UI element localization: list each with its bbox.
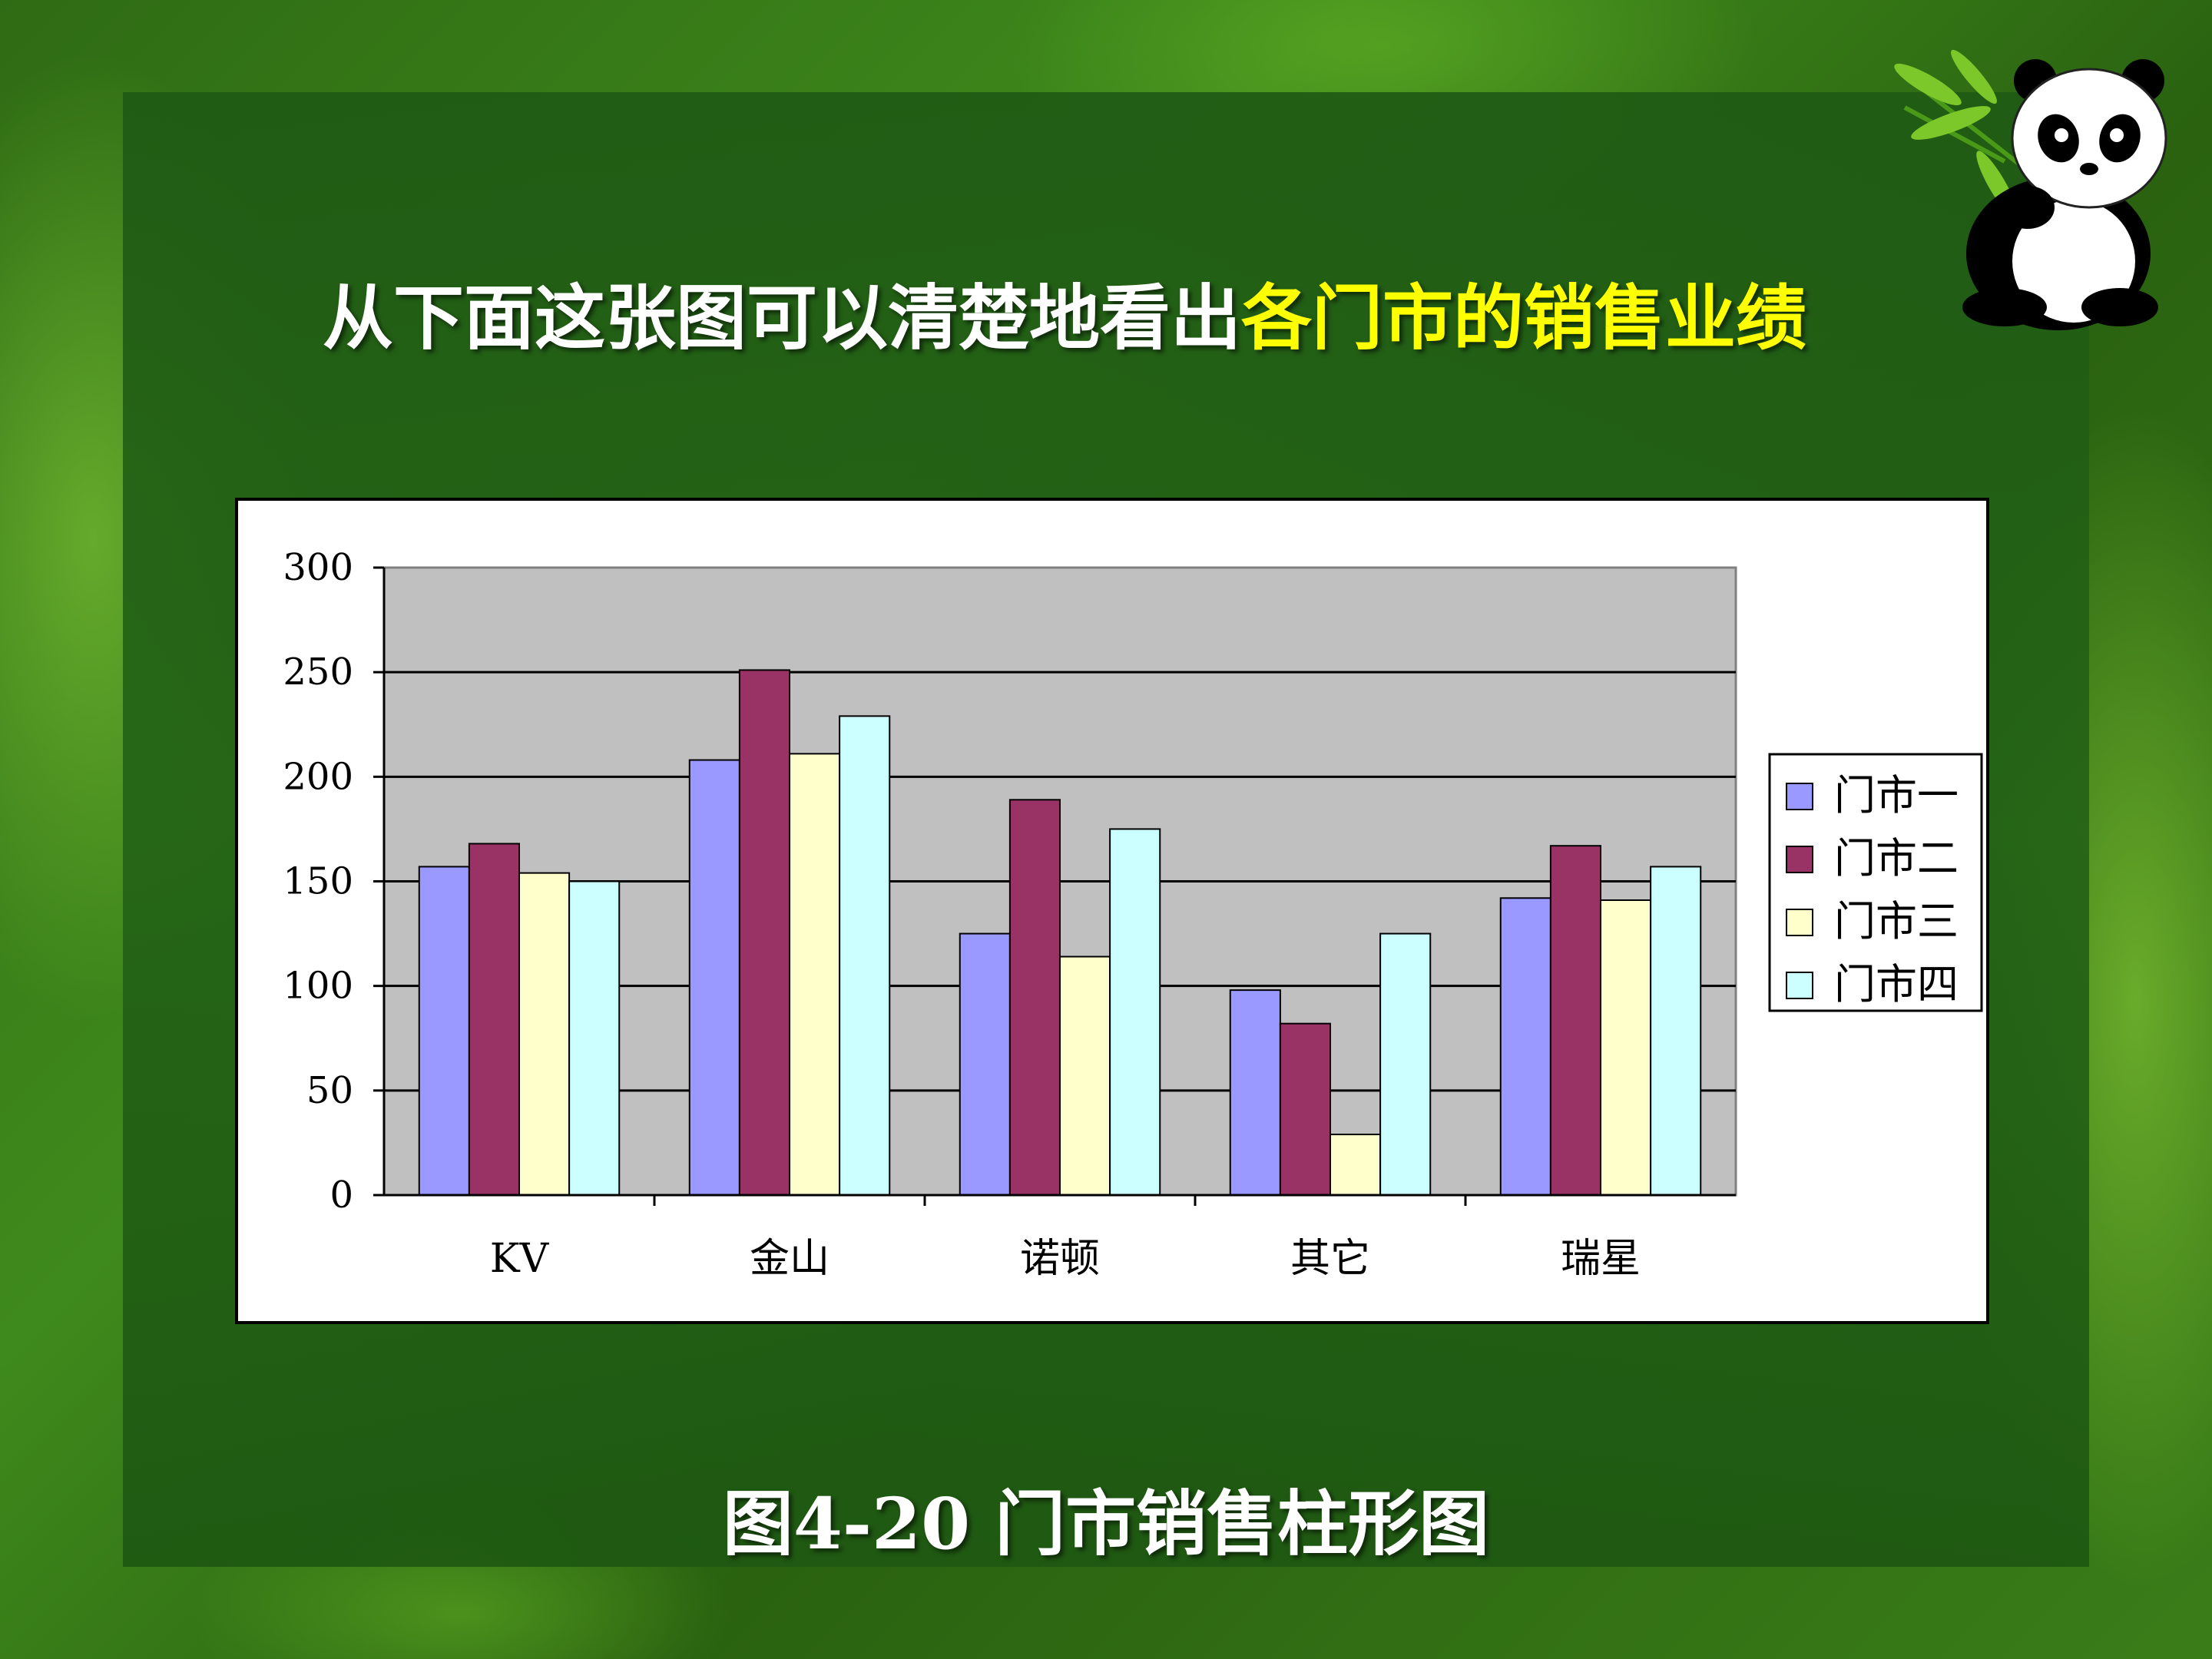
y-tick-label: 150 [283,860,353,903]
bar [1279,1022,1332,1196]
title-prefix: 从下面这张图可以清楚地看出 [323,277,1242,359]
bar [688,759,740,1196]
bar [1499,897,1551,1197]
figure-caption: 图4-20 门市销售柱形图 [722,1482,1490,1565]
x-tick-label: 瑞星 [1561,1236,1641,1282]
y-tick-label: 100 [283,965,353,1008]
y-tick-labels: 0 50 100 150 200 250 300 [283,546,353,1217]
legend-label: 门市二 [1834,834,1959,882]
bar [1600,899,1652,1196]
bar [1330,1134,1382,1196]
legend-swatch [1786,783,1813,810]
slide-title: 从下面这张图可以清楚地看出各门市的销售业绩 [323,261,1936,363]
legend-label: 门市一 [1834,771,1959,820]
chart-frame: 0 50 100 150 200 250 300 KV 金山 诺顿 其它 瑞星 门市一 门市二 门市三门… [235,498,1989,1324]
bars [418,669,1702,1197]
legend-label: 门市四 [1834,960,1959,1008]
bar [1008,799,1061,1197]
bar [1549,845,1602,1196]
y-tick-label: 200 [283,755,353,798]
bar [959,932,1011,1196]
bar [468,843,521,1196]
bar [1650,866,1702,1196]
legend-swatch [1786,846,1813,873]
bar [418,866,470,1196]
x-tick-labels: KV 金山 诺顿 其它 瑞星 [490,1236,1641,1282]
bar [568,880,621,1196]
x-tick-label: KV [490,1236,550,1282]
x-tick-label: 诺顿 [1020,1236,1100,1282]
y-tick-label: 250 [283,651,353,694]
y-tick-label: 0 [329,1174,353,1217]
bar [1109,828,1161,1196]
legend-swatch [1786,909,1813,936]
bar [1229,989,1281,1196]
x-tick-label: 其它 [1290,1236,1370,1282]
bar [738,669,791,1196]
bar [518,872,571,1196]
panda-bamboo-icon [1894,49,2167,330]
bar [1379,932,1432,1196]
x-tick-label: 金山 [750,1236,830,1282]
title-highlight: 各门市的销售业绩 [1241,277,1807,359]
legend-swatch [1786,972,1813,999]
axes [373,566,1736,1206]
legend-label: 门市三 [1834,897,1959,945]
bar [1059,955,1111,1196]
y-tick-label: 300 [283,546,353,589]
bar [839,715,891,1196]
bar [789,753,841,1197]
y-tick-label: 50 [306,1069,353,1112]
